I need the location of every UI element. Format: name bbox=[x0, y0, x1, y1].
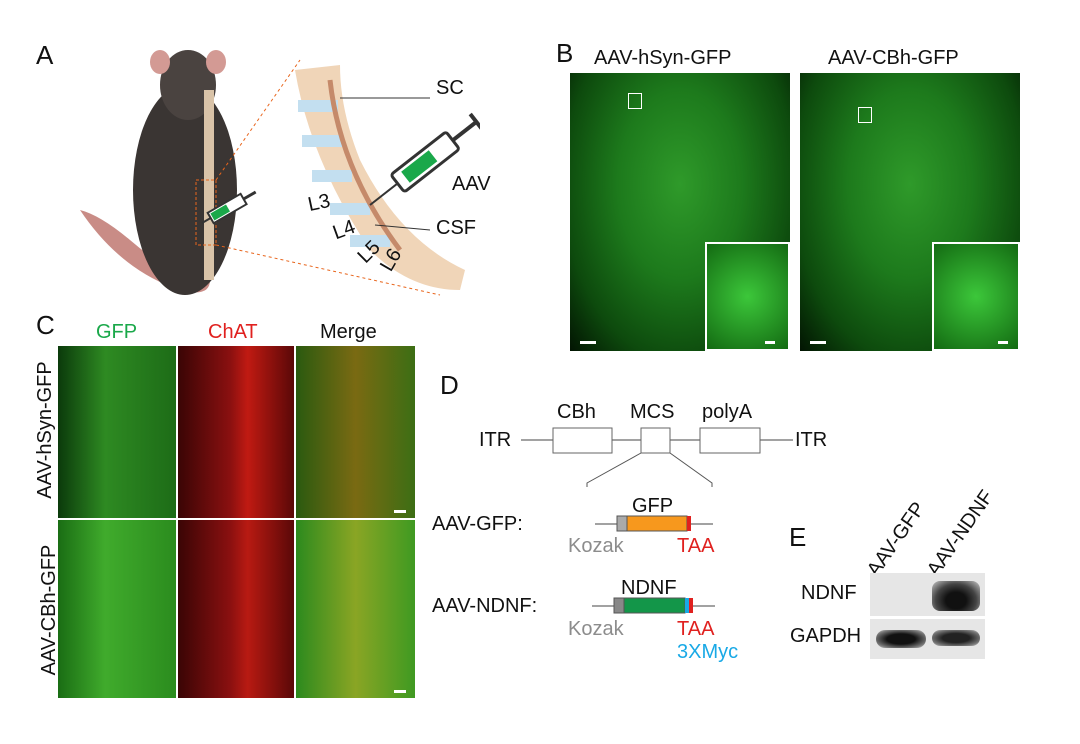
taa-block bbox=[687, 516, 691, 531]
c-image-cbh-merge bbox=[296, 520, 415, 698]
c-col-chat: ChAT bbox=[208, 321, 258, 343]
cbh-box bbox=[552, 427, 613, 454]
band-label-gapdh: GAPDH bbox=[790, 625, 862, 647]
panel-label-c: C bbox=[36, 310, 55, 340]
taa-label: TAA bbox=[677, 535, 715, 557]
myc-block bbox=[685, 598, 689, 613]
blot-gapdh bbox=[870, 619, 985, 659]
c-col-gfp: GFP bbox=[96, 321, 138, 343]
spine bbox=[204, 90, 214, 280]
panel-label-b: B bbox=[556, 38, 574, 68]
panel-label-e: E bbox=[789, 522, 807, 552]
syringe-icon bbox=[201, 190, 257, 225]
kozak-label: Kozak bbox=[568, 535, 624, 557]
label-aav: AAV bbox=[452, 173, 491, 195]
label-csf: CSF bbox=[436, 217, 476, 239]
construct-gfp-name: AAV-GFP: bbox=[432, 513, 523, 535]
mouse-injection-illustration bbox=[80, 50, 480, 296]
cbh-label: CBh bbox=[557, 401, 596, 423]
kozak-label: Kozak bbox=[568, 618, 624, 640]
panel-label-a: A bbox=[36, 40, 54, 70]
band-label-ndnf: NDNF bbox=[801, 582, 857, 604]
label-sc: SC bbox=[436, 77, 464, 99]
mouse-head bbox=[160, 50, 216, 120]
ndnf-block bbox=[623, 597, 686, 614]
gfp-gene-label: GFP bbox=[632, 495, 674, 517]
myc-label: 3XMyc bbox=[677, 641, 739, 663]
syringe-icon bbox=[369, 112, 480, 206]
c-image-cbh-chat bbox=[178, 520, 294, 698]
construct-ndnf-name: AAV-NDNF: bbox=[432, 595, 538, 617]
itr-right: ITR bbox=[795, 429, 828, 451]
ndnf-gene-label: NDNF bbox=[621, 577, 677, 599]
c-image-cbh-gfp bbox=[58, 520, 176, 698]
taa-label: TAA bbox=[677, 618, 715, 640]
polya-label: polyA bbox=[702, 401, 753, 423]
taa-block bbox=[689, 598, 693, 613]
brain-section-cbh bbox=[800, 73, 1020, 351]
inset-zoom bbox=[705, 242, 790, 351]
polya-box bbox=[699, 427, 761, 454]
c-col-merge: Merge bbox=[320, 321, 377, 343]
kozak-block bbox=[613, 597, 625, 614]
c-image-hsyn-merge bbox=[296, 346, 415, 518]
itr-left: ITR bbox=[479, 429, 512, 451]
gfp-block bbox=[626, 515, 688, 532]
kozak-block bbox=[616, 515, 628, 532]
b-title-hsyn: AAV-hSyn-GFP bbox=[594, 47, 732, 69]
spinal-cord bbox=[327, 79, 403, 252]
inset-zoom bbox=[932, 242, 1020, 351]
mcs-box bbox=[640, 427, 671, 454]
b-title-cbh: AAV-CBh-GFP bbox=[828, 47, 959, 69]
mcs-label: MCS bbox=[630, 401, 675, 423]
c-image-hsyn-chat bbox=[178, 346, 294, 518]
brain-section-hsyn bbox=[570, 73, 790, 351]
panel-label-d: D bbox=[440, 370, 459, 400]
c-image-hsyn-gfp bbox=[58, 346, 176, 518]
blot-ndnf bbox=[870, 573, 985, 616]
